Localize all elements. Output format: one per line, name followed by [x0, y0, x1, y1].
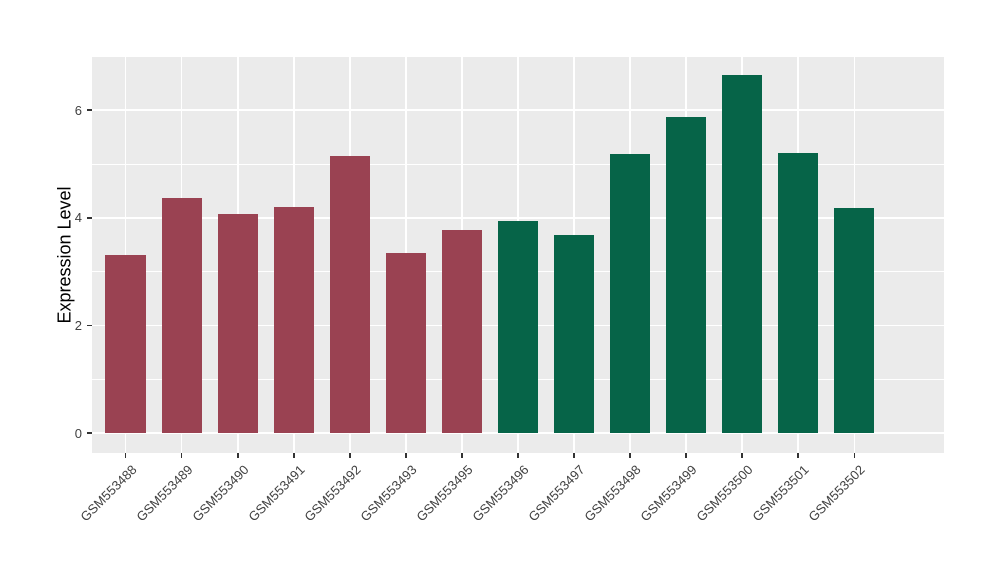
- x-tick-label-GSM553502: GSM553502: [805, 462, 868, 525]
- x-tick-mark-GSM553490: [236, 453, 239, 458]
- x-tick-mark-GSM553495: [461, 453, 463, 458]
- y-tick-mark-2: [87, 324, 92, 327]
- x-tick-label-GSM553489: GSM553489: [133, 462, 196, 525]
- bar-GSM553500: [722, 74, 763, 434]
- y-tick-mark-6: [87, 109, 92, 112]
- grid-major-y-6: [92, 109, 944, 112]
- bar-GSM553502: [834, 208, 875, 434]
- x-tick-mark-GSM553498: [629, 453, 631, 458]
- x-tick-label-GSM553501: GSM553501: [749, 462, 812, 525]
- x-tick-label-GSM553498: GSM553498: [581, 462, 644, 525]
- y-tick-label-6: 6: [74, 102, 82, 118]
- bar-GSM553497: [553, 235, 595, 434]
- x-tick-label-GSM553493: GSM553493: [357, 462, 420, 525]
- x-tick-mark-GSM553492: [349, 453, 351, 458]
- grid-major-y-0: [92, 432, 944, 434]
- y-tick-mark-0: [87, 432, 92, 434]
- grid-minor-y-5: [92, 163, 944, 165]
- x-tick-mark-GSM553497: [573, 453, 575, 458]
- x-tick-label-GSM553499: GSM553499: [637, 462, 700, 525]
- x-tick-label-GSM553497: GSM553497: [525, 462, 588, 525]
- x-tick-mark-GSM553488: [124, 453, 127, 458]
- x-tick-label-GSM553492: GSM553492: [301, 462, 364, 525]
- y-axis-title: Expression Level: [54, 186, 75, 324]
- bar-GSM553499: [665, 117, 707, 434]
- x-tick-label-GSM553491: GSM553491: [245, 462, 308, 525]
- x-tick-mark-GSM553493: [405, 453, 407, 458]
- bar-GSM553488: [105, 255, 146, 434]
- bar-GSM553491: [273, 207, 314, 434]
- bar-GSM553498: [609, 153, 651, 434]
- grid-major-y-4: [92, 217, 944, 219]
- x-tick-mark-GSM553499: [685, 453, 687, 458]
- bar-GSM553489: [161, 197, 202, 434]
- bar-GSM553492: [329, 156, 370, 434]
- y-tick-label-0: 0: [74, 425, 82, 441]
- x-tick-mark-GSM553500: [741, 453, 743, 458]
- bar-GSM553493: [385, 252, 427, 434]
- bar-GSM553501: [778, 153, 819, 434]
- x-tick-mark-GSM553496: [517, 453, 519, 458]
- x-tick-label-GSM553500: GSM553500: [693, 462, 756, 525]
- x-tick-mark-GSM553491: [292, 453, 295, 458]
- y-tick-label-2: 2: [74, 317, 82, 333]
- x-tick-mark-GSM553502: [853, 453, 856, 458]
- x-tick-mark-GSM553501: [797, 453, 800, 458]
- plot-panel: [92, 57, 944, 453]
- x-tick-label-GSM553495: GSM553495: [413, 462, 476, 525]
- bar-GSM553495: [441, 230, 483, 434]
- bar-GSM553490: [217, 214, 258, 434]
- bar-GSM553496: [497, 221, 539, 434]
- x-tick-mark-GSM553489: [180, 453, 183, 458]
- x-tick-label-GSM553490: GSM553490: [189, 462, 252, 525]
- y-tick-mark-4: [87, 217, 92, 219]
- y-tick-label-4: 4: [74, 210, 82, 226]
- x-tick-label-GSM553488: GSM553488: [77, 462, 140, 525]
- x-tick-label-GSM553496: GSM553496: [469, 462, 532, 525]
